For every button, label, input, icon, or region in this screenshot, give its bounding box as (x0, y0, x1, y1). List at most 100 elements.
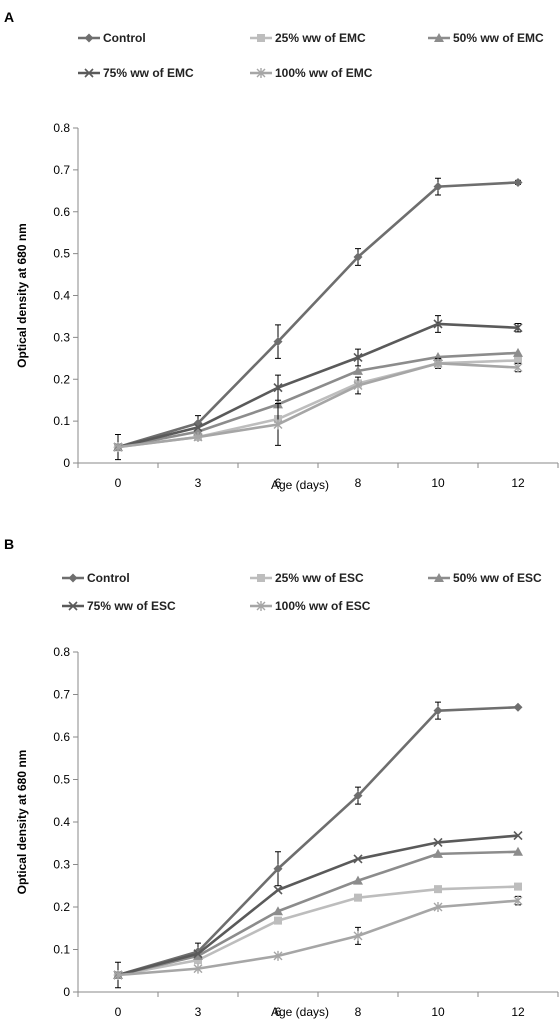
data-point (433, 848, 443, 858)
y-tick-label: 0.8 (53, 121, 70, 135)
panel-a: A 0 0.1 0.2 0.3 0.4 0.5 0.6 0.7 0.8 0 3 6 8 10 12 Age (… (4, 9, 559, 492)
panel-letter: B (4, 536, 14, 552)
x-tick-label: 12 (511, 1005, 525, 1019)
series-line (117, 351, 519, 449)
legend-marker (68, 573, 78, 583)
legend-label: 100% ww of ESC (275, 599, 371, 613)
panel-b: B 0 0.1 0.2 0.3 0.4 0.5 0.6 0.7 0.8 0 3 6 8 10 12 Age (… (4, 536, 559, 1019)
y-tick-label: 0.1 (53, 414, 70, 428)
legend-entry: 75% ww of ESC (62, 599, 176, 613)
data-point (433, 182, 443, 192)
y-axis-title: Optical density at 680 nm (15, 750, 29, 895)
data-point (514, 882, 522, 891)
series-line (117, 850, 519, 977)
series-line (117, 834, 519, 977)
data-point (273, 383, 283, 393)
legend-entry: 50% ww of EMC (428, 31, 544, 45)
legend-label: 50% ww of EMC (453, 31, 544, 45)
x-axis-title: Age (days) (271, 1005, 329, 1019)
data-point (513, 362, 523, 373)
data-point (353, 875, 363, 885)
legend-entry: 100% ww of ESC (250, 599, 371, 613)
y-tick-label: 0.6 (53, 205, 70, 219)
x-tick-label: 0 (115, 476, 122, 490)
x-tick-label: 10 (431, 476, 445, 490)
data-point (273, 864, 283, 874)
legend-entry: 100% ww of EMC (250, 66, 373, 80)
y-tick-label: 0.3 (53, 858, 70, 872)
data-point (513, 846, 523, 856)
data-point (353, 930, 363, 941)
y-tick-label: 0.2 (53, 372, 70, 386)
x-tick-label: 6 (275, 1005, 282, 1019)
x-tick-label: 3 (195, 1005, 202, 1019)
legend-label: 75% ww of EMC (103, 66, 194, 80)
data-point (353, 854, 363, 864)
y-tick-label: 0.7 (53, 163, 70, 177)
legend-marker (257, 34, 265, 42)
data-point (513, 702, 523, 712)
x-tick-label: 12 (511, 476, 525, 490)
data-point (273, 419, 283, 430)
legend-marker (257, 574, 265, 582)
legend-label: 75% ww of ESC (87, 599, 176, 613)
data-point (353, 365, 363, 375)
data-point (273, 906, 283, 916)
x-tick-label: 8 (355, 1005, 362, 1019)
legend-marker (68, 601, 78, 611)
series-line (117, 899, 519, 977)
legend-label: 25% ww of ESC (275, 571, 364, 585)
y-tick-label: 0.7 (53, 688, 70, 702)
data-point (273, 885, 283, 895)
data-point (433, 319, 443, 329)
y-tick-label: 0.2 (53, 900, 70, 914)
legend-marker (434, 573, 444, 582)
legend-label: Control (103, 31, 146, 45)
y-tick-label: 0.3 (53, 330, 70, 344)
x-tick-label: 10 (431, 1005, 445, 1019)
data-point (434, 885, 442, 894)
data-point (193, 949, 203, 959)
data-point (353, 252, 363, 262)
y-tick-label: 0.5 (53, 247, 70, 261)
x-tick-label: 3 (195, 476, 202, 490)
data-point (353, 791, 363, 801)
series-line (117, 705, 519, 977)
data-point (274, 916, 282, 925)
panel-letter: A (4, 9, 14, 25)
series-diamond (113, 177, 523, 461)
data-point (514, 356, 522, 365)
data-point (513, 323, 523, 333)
legend-entry: 25% ww of EMC (250, 31, 366, 45)
series-line (117, 885, 519, 977)
x-tick-label: 6 (275, 476, 282, 490)
legend-marker (434, 33, 444, 42)
legend-label: 50% ww of ESC (453, 571, 542, 585)
data-point (193, 950, 203, 960)
data-point (273, 337, 283, 347)
data-point (273, 950, 283, 961)
legend-entry: Control (62, 571, 130, 585)
legend-marker (84, 33, 94, 43)
data-point (194, 956, 202, 965)
x-tick-label: 0 (115, 1005, 122, 1019)
series-line (117, 322, 519, 449)
data-point (193, 422, 203, 432)
legend-label: Control (87, 571, 130, 585)
y-tick-label: 0 (63, 985, 70, 999)
data-point (513, 895, 523, 906)
series-star (113, 895, 523, 980)
legend-label: 100% ww of EMC (275, 66, 373, 80)
legend-entry: 75% ww of EMC (78, 66, 194, 80)
legend-entry: Control (78, 31, 146, 45)
data-point (433, 837, 443, 847)
legend-marker (84, 68, 94, 78)
data-point (353, 380, 363, 391)
data-point (353, 352, 363, 363)
legend-entry: 50% ww of ESC (428, 571, 542, 585)
data-point (354, 893, 362, 902)
data-point (193, 963, 203, 974)
series-star (113, 357, 523, 453)
data-point (193, 426, 203, 436)
